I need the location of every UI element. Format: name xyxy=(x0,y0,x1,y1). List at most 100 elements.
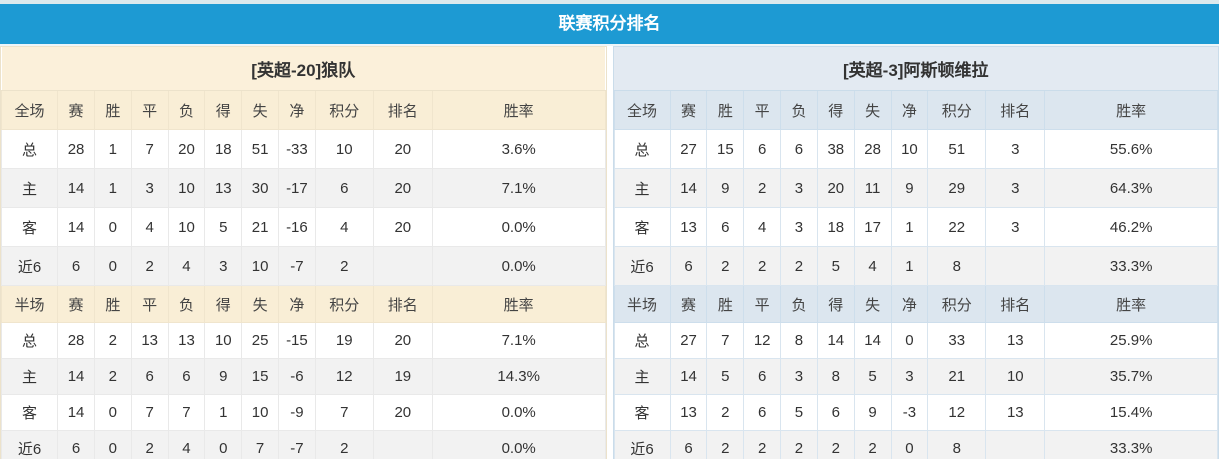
stat-cell: 9 xyxy=(204,358,243,395)
rank-cell xyxy=(985,430,1046,459)
row-label: 主 xyxy=(0,358,59,395)
column-header-cell: 排名 xyxy=(372,90,433,130)
table-row: 主 14 5 6 3 8 5 3 21 10 35.7% xyxy=(613,358,1218,395)
points-cell: 22 xyxy=(927,207,987,247)
rank-cell: 20 xyxy=(372,322,433,359)
stat-cell: 14 xyxy=(57,168,95,208)
column-header-cell: 赛 xyxy=(669,285,708,323)
stat-cell: 0 xyxy=(93,430,132,459)
column-header-cell: 失 xyxy=(241,285,279,323)
column-header-cell: 胜率 xyxy=(1044,285,1218,323)
win-rate-cell: 33.3% xyxy=(1044,246,1218,286)
row-label: 客 xyxy=(0,207,59,247)
stat-cell: 0 xyxy=(204,430,243,459)
points-cell: 21 xyxy=(927,358,987,395)
table-row: 近6 6 0 2 4 3 10 -7 2 0.0% xyxy=(0,246,606,286)
column-header-cell: 负 xyxy=(780,90,818,130)
stat-cell: 5 xyxy=(816,246,855,286)
rank-cell: 20 xyxy=(372,394,433,431)
stat-cell: -9 xyxy=(278,394,316,431)
row-label: 主 xyxy=(0,168,59,208)
column-header-cell: 积分 xyxy=(927,90,987,130)
stat-cell: -17 xyxy=(278,168,316,208)
stat-cell: 10 xyxy=(167,168,206,208)
table-row: 主 14 9 2 3 20 11 9 29 3 64.3% xyxy=(613,168,1218,208)
win-rate-cell: 0.0% xyxy=(431,394,606,431)
column-header-cell: 积分 xyxy=(927,285,987,323)
stat-cell: 10 xyxy=(204,322,243,359)
stat-cell: 3 xyxy=(130,168,169,208)
stat-cell: 10 xyxy=(167,207,206,247)
stat-cell: -15 xyxy=(278,322,316,359)
win-rate-cell: 7.1% xyxy=(431,168,606,208)
right-team-panel: [英超-3]阿斯顿维拉 全场赛胜平负得失净积分 排名 胜率总 27 15 6 6 38 28 10… xyxy=(612,46,1219,459)
column-header-cell: 胜率 xyxy=(431,90,606,130)
row-label: 近6 xyxy=(613,430,671,459)
stat-cell: -7 xyxy=(278,430,316,459)
stat-cell: 4 xyxy=(743,207,782,247)
row-label: 主 xyxy=(613,168,671,208)
points-cell: 2 xyxy=(314,246,374,286)
team-header-row: [英超-20]狼队 xyxy=(1,47,605,91)
row-label: 近6 xyxy=(613,246,671,286)
rank-cell: 20 xyxy=(372,129,433,169)
stat-cell: 10 xyxy=(890,129,929,169)
row-label: 主 xyxy=(613,358,671,395)
rank-cell: 13 xyxy=(985,322,1046,359)
stat-cell: 4 xyxy=(130,207,169,247)
stat-cell: 27 xyxy=(669,129,708,169)
rank-cell: 3 xyxy=(985,168,1046,208)
stat-cell: 14 xyxy=(669,168,708,208)
stat-cell: 6 xyxy=(743,129,782,169)
stat-cell: 21 xyxy=(241,207,279,247)
rank-cell xyxy=(372,246,433,286)
column-header-cell: 排名 xyxy=(985,285,1046,323)
win-rate-cell: 64.3% xyxy=(1044,168,1218,208)
stat-cell: 10 xyxy=(241,246,279,286)
rank-cell: 3 xyxy=(985,129,1046,169)
row-label: 客 xyxy=(0,394,59,431)
stat-cell: 5 xyxy=(780,394,818,431)
win-rate-cell: 33.3% xyxy=(1044,430,1218,459)
stat-cell: 13 xyxy=(669,394,708,431)
win-rate-cell: 0.0% xyxy=(431,430,606,459)
stat-cell: 2 xyxy=(780,246,818,286)
stat-cell: 12 xyxy=(743,322,782,359)
team-header-row: [英超-3]阿斯顿维拉 xyxy=(614,47,1218,91)
column-header-cell: 负 xyxy=(167,90,206,130)
stat-cell: 7 xyxy=(167,394,206,431)
points-cell: 12 xyxy=(314,358,374,395)
row-label: 近6 xyxy=(0,246,59,286)
stat-cell: 28 xyxy=(853,129,892,169)
stat-cell: 6 xyxy=(743,394,782,431)
stat-cell: 7 xyxy=(130,129,169,169)
column-header-cell: 胜 xyxy=(93,90,132,130)
column-header-cell: 平 xyxy=(130,90,169,130)
stat-cell: 38 xyxy=(816,129,855,169)
stat-cell: 6 xyxy=(706,207,745,247)
points-cell: 10 xyxy=(314,129,374,169)
stat-cell: 28 xyxy=(57,129,95,169)
column-header-cell: 失 xyxy=(853,90,892,130)
stat-cell: 14 xyxy=(669,358,708,395)
stat-cell: 9 xyxy=(706,168,745,208)
stat-cell: 2 xyxy=(743,246,782,286)
column-header-cell: 净 xyxy=(890,285,929,323)
table-row: 近6 6 2 2 2 5 4 1 8 33.3% xyxy=(613,246,1218,286)
table-row: 客 13 6 4 3 18 17 1 22 3 46.2% xyxy=(613,207,1218,247)
rank-cell xyxy=(985,246,1046,286)
stat-cell: 3 xyxy=(780,168,818,208)
column-header-cell: 失 xyxy=(853,285,892,323)
stat-cell: 14 xyxy=(57,207,95,247)
column-header-cell: 负 xyxy=(167,285,206,323)
table-row: 客 14 0 4 10 5 21 -16 4 20 0.0% xyxy=(0,207,606,247)
stat-cell: 0 xyxy=(93,394,132,431)
section-scope-label: 半场 xyxy=(613,285,671,323)
table-row: 主 14 1 3 10 13 30 -17 6 20 7.1% xyxy=(0,168,606,208)
stat-cell: 8 xyxy=(816,358,855,395)
column-header-cell: 得 xyxy=(816,285,855,323)
stat-cell: 30 xyxy=(241,168,279,208)
column-header-cell: 净 xyxy=(278,90,316,130)
table-row: 总 27 7 12 8 14 14 0 33 13 25.9% xyxy=(613,322,1218,359)
stat-cell: 14 xyxy=(57,358,95,395)
